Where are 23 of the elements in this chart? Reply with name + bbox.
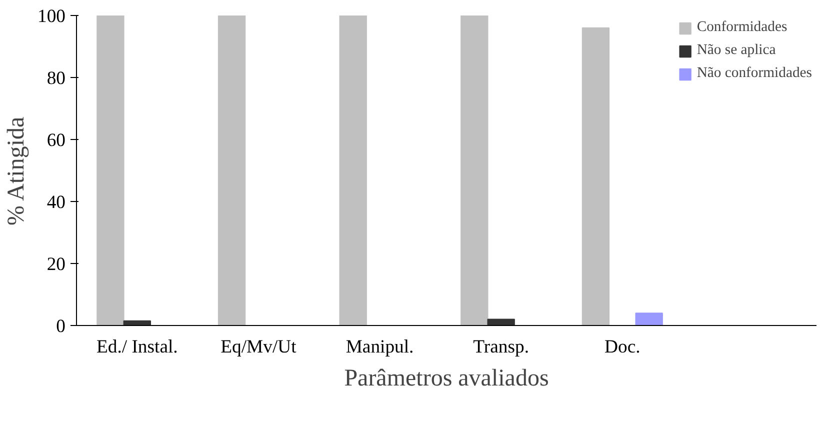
- y-tick-label: 40: [46, 192, 66, 213]
- legend-label: Conformidades: [696, 19, 788, 36]
- bar: [460, 16, 488, 326]
- y-tick-label: 60: [46, 130, 66, 151]
- x-tick-label: Eq/Mv/Ut: [220, 336, 298, 358]
- legend-label: Não conformidades: [696, 65, 812, 82]
- x-tick-label: Transp.: [473, 336, 530, 358]
- y-tick-label: 0: [56, 316, 66, 337]
- bar: [582, 27, 610, 326]
- bar: [96, 16, 124, 326]
- x-tick-label: Manipul.: [346, 336, 414, 358]
- y-tick-label: 100: [38, 6, 66, 27]
- bar: [339, 16, 367, 326]
- bar: [635, 312, 663, 326]
- bar: [487, 318, 515, 326]
- bar: [218, 16, 246, 326]
- x-tick-label: Ed./ Instal.: [96, 336, 178, 358]
- y-tick-label: 80: [46, 68, 66, 89]
- y-tick-label: 20: [46, 254, 66, 275]
- x-tick-label: Doc.: [604, 336, 640, 358]
- x-axis-title: Parâmetros avaliados: [344, 366, 549, 392]
- legend-label: Não se aplica: [696, 42, 776, 59]
- y-axis-title: % Atingida: [4, 116, 30, 226]
